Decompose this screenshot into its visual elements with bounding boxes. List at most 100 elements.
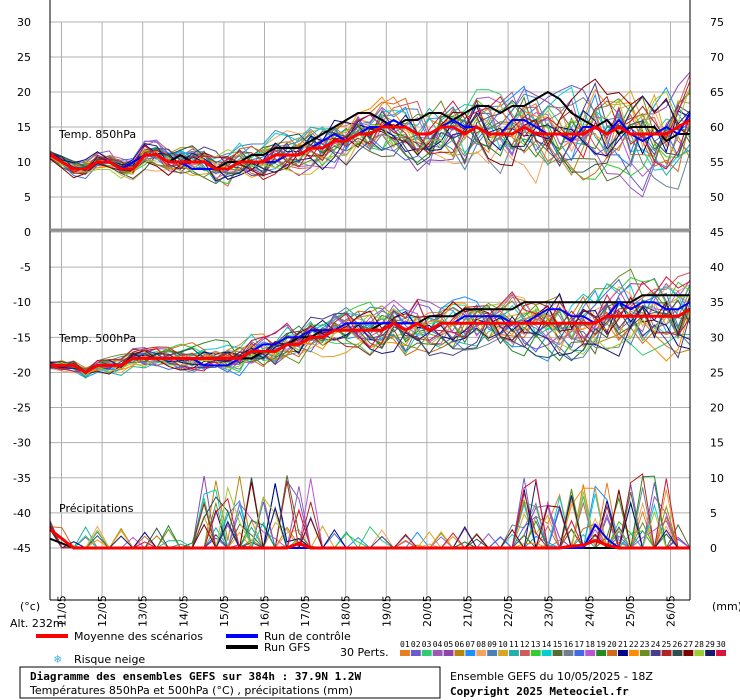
y-right-tick-label-t500: 35: [710, 296, 724, 309]
perturbation-number: 03: [422, 640, 432, 649]
legend-snow-label: Risque neige: [74, 653, 145, 666]
ensemble-member-line: [49, 78, 691, 179]
ensemble-member-line: [49, 282, 691, 376]
perturbation-number: 04: [433, 640, 443, 649]
perturbation-number: 23: [640, 640, 650, 649]
perturbation-number: 11: [509, 640, 519, 649]
y-tick-label-t500: -40: [13, 507, 31, 520]
perturbation-number: 09: [487, 640, 497, 649]
ensemble-member-line: [49, 88, 691, 180]
y-tick-label-t500: -10: [13, 296, 31, 309]
perturbation-swatch: [400, 650, 410, 656]
x-date-label: 14/05: [177, 595, 190, 627]
perturbation-number: 26: [673, 640, 683, 649]
perturbation-number: 22: [629, 640, 639, 649]
y-tick-label-t500: -25: [13, 402, 31, 415]
ensemble-member-line: [49, 295, 691, 376]
y-tick-label-t850: 0: [24, 226, 31, 239]
left-unit-label: (°c): [20, 600, 40, 613]
perturbation-number: 06: [455, 640, 465, 649]
perturbation-swatch: [421, 650, 432, 656]
x-date-label: 24/05: [583, 595, 596, 627]
perturbation-number: 20: [607, 640, 617, 649]
ensemble-precip-line: [49, 486, 690, 549]
perturbation-swatch: [661, 650, 672, 656]
y-tick-label-t850: 5: [24, 191, 31, 204]
perturbation-number: 30: [716, 640, 726, 649]
perturbations-label: 30 Perts.: [340, 646, 389, 659]
perturbation-number: 05: [444, 640, 454, 649]
right-unit-label: (mm): [712, 600, 740, 613]
y-right-tick-label-t850: 50: [710, 191, 724, 204]
perturbation-number: 17: [574, 640, 584, 649]
perturbation-swatch: [443, 650, 454, 656]
perturbation-swatch: [519, 650, 530, 656]
x-date-label: 19/05: [380, 595, 393, 627]
y-right-tick-label-t500: 25: [710, 366, 724, 379]
y-tick-label-t500: -5: [20, 261, 31, 274]
perturbation-number: 14: [542, 640, 552, 649]
perturbation-swatch: [530, 650, 541, 656]
x-date-label: 15/05: [218, 595, 231, 627]
mean-line-t850: [49, 118, 691, 171]
snowflake-icon: ❄: [54, 652, 61, 666]
ensemble-precip-line: [49, 485, 690, 549]
perturbation-swatch: [541, 650, 552, 656]
x-date-label: 26/05: [665, 595, 678, 627]
perturbation-swatch: [454, 650, 465, 656]
panel-label-t500: Temp. 500hPa: [58, 332, 136, 345]
perturbation-number: 24: [651, 640, 661, 649]
perturbation-swatch: [552, 650, 563, 656]
y-right-tick-label-t500: 5: [710, 507, 717, 520]
perturbation-swatches: 01 02 03 04 05 06 07 08 09 10 11 12 13 14 15 16 17 18 19 20…: [400, 640, 726, 656]
y-right-tick-label-t500: 10: [710, 472, 724, 485]
perturbation-swatch: [465, 650, 476, 656]
perturbation-number: 18: [585, 640, 595, 649]
perturbation-swatch: [432, 650, 443, 656]
ensemble-members: [49, 71, 691, 550]
x-date-label: 22/05: [502, 595, 515, 627]
perturbation-swatch: [574, 650, 585, 656]
plot-frame: [49, 0, 691, 601]
perturbation-swatch: [498, 650, 508, 656]
perturbation-number: 28: [694, 640, 704, 649]
y-right-tick-label-t500: 30: [710, 331, 724, 344]
perturbation-swatch: [563, 650, 574, 656]
perturbation-swatch: [716, 650, 726, 656]
y-tick-label-t850: 10: [17, 156, 31, 169]
x-date-label: 12/05: [96, 595, 109, 627]
x-date-label: 20/05: [421, 595, 434, 627]
perturbation-swatch: [487, 650, 498, 656]
y-tick-label-t850: 30: [17, 16, 31, 29]
perturbation-swatch: [650, 650, 661, 656]
footer-subtitle: Températures 850hPa et 500hPa (°C) , pré…: [29, 684, 353, 697]
perturbation-number: 25: [662, 640, 672, 649]
perturbation-number: 29: [705, 640, 715, 649]
ensemble-member-line: [49, 295, 691, 379]
mean-line-t500: [50, 307, 691, 375]
main-series: [49, 90, 691, 550]
y-right-tick-label-t850: 65: [710, 86, 724, 99]
y-tick-label-t850: 25: [17, 51, 31, 64]
x-date-label: 13/05: [137, 595, 150, 627]
x-date-label: 25/05: [624, 595, 637, 627]
x-date-label: 18/05: [340, 595, 353, 627]
y-right-tick-label-t850: 60: [710, 121, 724, 134]
perturbation-number: 27: [683, 640, 693, 649]
y-right-tick-label-t500: 20: [710, 402, 724, 415]
perturbation-number: 01: [400, 640, 410, 649]
perturbation-number: 13: [531, 640, 541, 649]
perturbation-swatch: [705, 650, 716, 656]
perturbation-swatch: [639, 650, 650, 656]
y-tick-label-t850: 20: [17, 86, 31, 99]
legend-gfs-label: Run GFS: [264, 641, 310, 654]
x-date-label: 11/05: [56, 595, 69, 627]
perturbation-swatch: [607, 650, 617, 656]
y-right-tick-label-t850: 70: [710, 51, 724, 64]
perturbation-swatch: [694, 650, 705, 656]
ensemble-member-line: [49, 293, 691, 376]
x-date-label: 21/05: [462, 595, 475, 627]
perturbation-number: 15: [553, 640, 563, 649]
y-tick-label-t500: -30: [13, 437, 31, 450]
